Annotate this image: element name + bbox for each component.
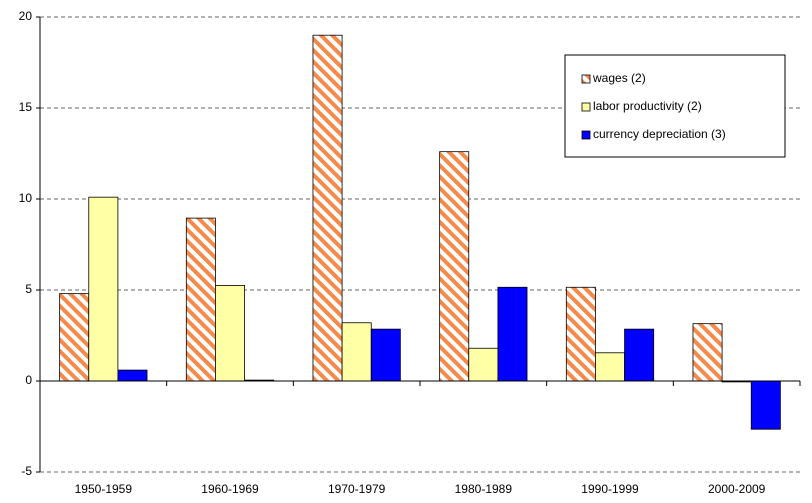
bar	[624, 328, 655, 382]
y-tick-label: 0	[25, 373, 32, 387]
bar	[439, 151, 470, 382]
legend-swatch	[581, 102, 591, 112]
bar	[185, 217, 216, 382]
x-tick-label: 1970-1979	[328, 482, 386, 496]
y-tick-label: -5	[21, 464, 32, 478]
bar	[341, 322, 372, 382]
bar	[59, 293, 90, 382]
bar	[565, 286, 596, 382]
y-tick-label: 10	[19, 191, 33, 205]
bar	[497, 286, 528, 382]
bar	[468, 347, 499, 382]
y-tick-label: 5	[25, 282, 32, 296]
bar	[88, 196, 119, 382]
bar	[750, 380, 781, 430]
x-tick-label: 1980-1989	[455, 482, 513, 496]
legend-swatch	[581, 130, 591, 140]
x-tick-label: 1990-1999	[581, 482, 639, 496]
x-tick-label: 2000-2009	[708, 482, 766, 496]
x-tick-label: 1960-1969	[201, 482, 259, 496]
bar	[595, 352, 625, 382]
y-tick-label: 20	[19, 9, 33, 23]
legend-label: currency depreciation (3)	[593, 127, 726, 141]
bar	[312, 34, 343, 382]
bar	[692, 323, 723, 382]
bar	[215, 285, 245, 382]
x-tick-label: 1950-1959	[75, 482, 133, 496]
legend-box	[564, 54, 786, 158]
legend-swatch	[581, 74, 591, 84]
legend-label: wages (2)	[592, 71, 646, 85]
bar	[117, 369, 148, 382]
legend-label: labor productivity (2)	[593, 99, 702, 113]
bar	[370, 328, 401, 382]
y-tick-label: 15	[19, 100, 33, 114]
